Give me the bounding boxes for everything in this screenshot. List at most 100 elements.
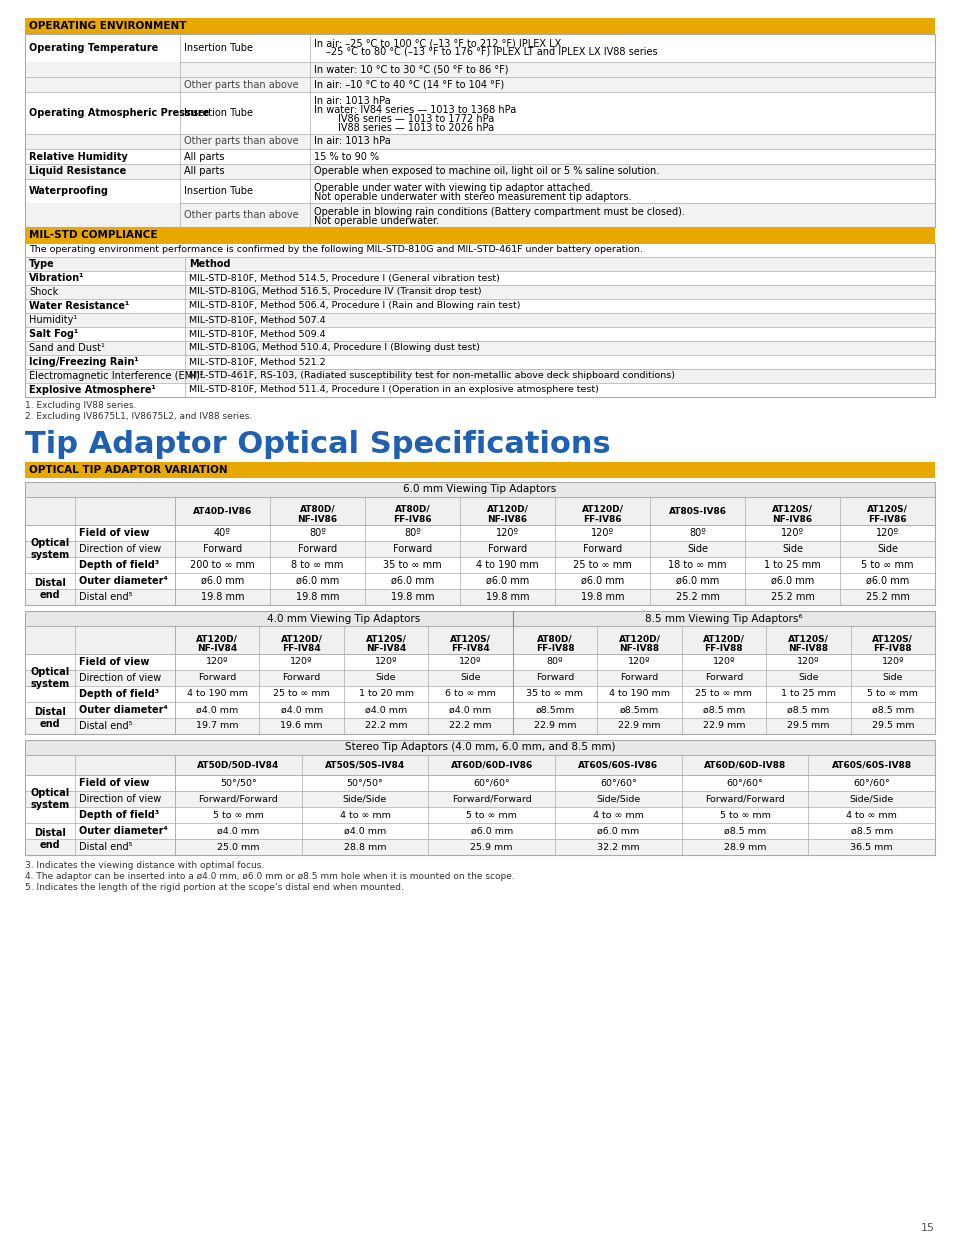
Text: 120º: 120º (496, 529, 518, 538)
Bar (25, 611, 934, 734)
Text: NF-IV86: NF-IV86 (772, 515, 812, 524)
Text: Forward: Forward (393, 543, 432, 555)
Text: 1 to 25 mm: 1 to 25 mm (780, 689, 835, 699)
Text: AT120S/: AT120S/ (787, 634, 828, 643)
Text: Shock: Shock (29, 287, 58, 296)
Text: Forward/Forward: Forward/Forward (704, 794, 784, 804)
Text: 60°/60°: 60°/60° (599, 778, 636, 788)
Text: 80º: 80º (688, 529, 705, 538)
Bar (25, 243, 934, 396)
Bar (25, 655, 934, 671)
Text: AT120D/: AT120D/ (280, 634, 322, 643)
Bar (25, 482, 934, 605)
Text: Direction of view: Direction of view (79, 794, 161, 804)
Bar (25, 35, 934, 62)
Text: 4. The adaptor can be inserted into a ø4.0 mm, ø6.0 mm or ø8.5 mm hole when it i: 4. The adaptor can be inserted into a ø4… (25, 872, 515, 881)
Text: ø4.0 mm: ø4.0 mm (449, 705, 491, 715)
Text: Depth of field³: Depth of field³ (79, 559, 159, 571)
Text: 120º: 120º (206, 657, 229, 667)
Text: 8 to ∞ mm: 8 to ∞ mm (291, 559, 343, 571)
Text: ø8.5mm: ø8.5mm (535, 705, 574, 715)
Text: MIL-STD-461F, RS-103, (Radiated susceptibility test for non-metallic above deck : MIL-STD-461F, RS-103, (Radiated suscepti… (189, 372, 675, 380)
Bar (25, 369, 934, 383)
Text: Direction of view: Direction of view (79, 673, 161, 683)
Text: 22.9 mm: 22.9 mm (702, 721, 744, 730)
Text: AT60D/60D-IV86: AT60D/60D-IV86 (450, 761, 532, 769)
Text: Type: Type (29, 259, 54, 269)
Text: Forward: Forward (619, 673, 658, 683)
Text: AT120D/: AT120D/ (581, 505, 622, 514)
Text: 4 to 190 mm: 4 to 190 mm (608, 689, 669, 699)
Text: AT50D/50D-IV84: AT50D/50D-IV84 (197, 761, 279, 769)
Text: AT120S/: AT120S/ (771, 505, 812, 514)
Text: 4 to 190 mm: 4 to 190 mm (187, 689, 248, 699)
Text: In air: 1013 hPa: In air: 1013 hPa (314, 96, 391, 106)
Text: Side: Side (798, 673, 818, 683)
Text: 120º: 120º (881, 657, 903, 667)
Text: Forward: Forward (203, 543, 242, 555)
Text: 25.2 mm: 25.2 mm (675, 592, 719, 601)
Text: MIL-STD-810F, Method 521.2: MIL-STD-810F, Method 521.2 (189, 357, 325, 367)
Text: 200 to ∞ mm: 200 to ∞ mm (190, 559, 254, 571)
Text: AT80D/: AT80D/ (395, 505, 430, 514)
Text: 19.8 mm: 19.8 mm (391, 592, 434, 601)
Text: Direction of view: Direction of view (79, 543, 161, 555)
Text: NF-IV88: NF-IV88 (618, 643, 659, 653)
Text: 4 to 190 mm: 4 to 190 mm (476, 559, 538, 571)
Text: Forward: Forward (297, 543, 336, 555)
Text: Depth of field³: Depth of field³ (79, 810, 159, 820)
Text: ø6.0 mm: ø6.0 mm (485, 576, 529, 585)
Bar (25, 823, 934, 839)
Text: MIL-STD-810F, Method 506.4, Procedure I (Rain and Blowing rain test): MIL-STD-810F, Method 506.4, Procedure I … (189, 301, 520, 310)
Bar (25, 589, 934, 605)
Bar (25, 243, 934, 257)
Text: 120º: 120º (627, 657, 650, 667)
Text: AT120S/: AT120S/ (866, 505, 907, 514)
Text: NF-IV84: NF-IV84 (197, 643, 237, 653)
Text: Optical
system: Optical system (30, 788, 70, 810)
Text: –25 °C to 80 °C (–13 °F to 176 °F) IPLEX LT and IPLEX LX IV88 series: –25 °C to 80 °C (–13 °F to 176 °F) IPLEX… (326, 47, 657, 57)
Text: 35 to ∞ mm: 35 to ∞ mm (383, 559, 441, 571)
Text: 4 to ∞ mm: 4 to ∞ mm (592, 810, 643, 820)
Bar (25, 203, 934, 227)
Text: Electromagnetic Interference (EMI)²: Electromagnetic Interference (EMI)² (29, 370, 203, 382)
Text: Humidity¹: Humidity¹ (29, 315, 77, 325)
Text: Forward: Forward (704, 673, 742, 683)
Bar (25, 806, 934, 823)
Text: MIL-STD-810F, Method 507.4: MIL-STD-810F, Method 507.4 (189, 315, 325, 325)
Text: 8.5 mm Viewing Tip Adaptors⁶: 8.5 mm Viewing Tip Adaptors⁶ (644, 614, 801, 624)
Text: IV86 series — 1013 to 1772 hPa: IV86 series — 1013 to 1772 hPa (337, 114, 494, 124)
Text: AT60D/60D-IV88: AT60D/60D-IV88 (703, 761, 785, 769)
Bar (25, 755, 934, 776)
Bar (25, 341, 934, 354)
Bar (25, 462, 934, 478)
Text: Other parts than above: Other parts than above (184, 137, 298, 147)
Text: 25.2 mm: 25.2 mm (864, 592, 908, 601)
Text: 19.8 mm: 19.8 mm (295, 592, 339, 601)
Text: Depth of field³: Depth of field³ (79, 689, 159, 699)
Bar (25, 701, 934, 718)
Text: AT120D/: AT120D/ (196, 634, 238, 643)
Text: AT120S/: AT120S/ (871, 634, 912, 643)
Text: 120º: 120º (458, 657, 481, 667)
Text: Optical
system: Optical system (30, 538, 70, 559)
Text: ø6.0 mm: ø6.0 mm (675, 576, 719, 585)
Bar (25, 573, 934, 589)
Text: MIL-STD-810G, Method 510.4, Procedure I (Blowing dust test): MIL-STD-810G, Method 510.4, Procedure I … (189, 343, 479, 352)
Bar (25, 790, 934, 806)
Text: Explosive Atmosphere¹: Explosive Atmosphere¹ (29, 385, 155, 395)
Text: 40º: 40º (213, 529, 231, 538)
Text: 60°/60°: 60°/60° (852, 778, 889, 788)
Text: ø4.0 mm: ø4.0 mm (365, 705, 407, 715)
Text: Stereo Tip Adaptors (4.0 mm, 6.0 mm, and 8.5 mm): Stereo Tip Adaptors (4.0 mm, 6.0 mm, and… (344, 742, 615, 752)
Text: All parts: All parts (184, 152, 224, 162)
Text: ø6.0 mm: ø6.0 mm (770, 576, 813, 585)
Text: 50°/50°: 50°/50° (346, 778, 383, 788)
Text: 29.5 mm: 29.5 mm (871, 721, 913, 730)
Text: 19.8 mm: 19.8 mm (580, 592, 623, 601)
Text: Forward/Forward: Forward/Forward (198, 794, 278, 804)
Text: FF-IV84: FF-IV84 (451, 643, 490, 653)
Text: 28.9 mm: 28.9 mm (723, 842, 765, 851)
Text: Other parts than above: Other parts than above (184, 79, 298, 89)
Bar (25, 776, 934, 790)
